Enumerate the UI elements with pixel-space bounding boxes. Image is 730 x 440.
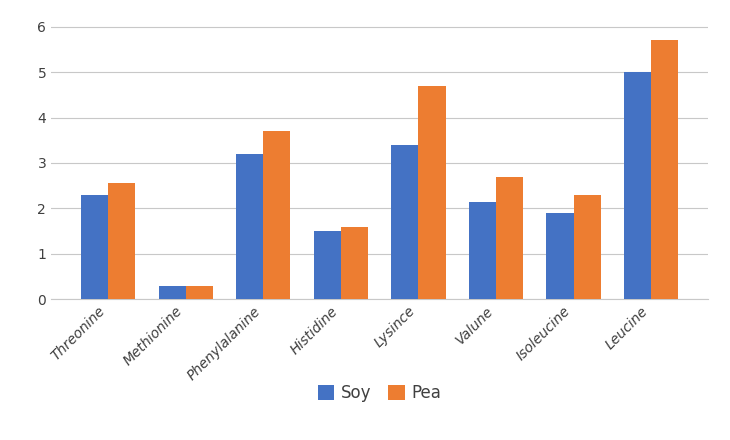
Bar: [108, 183, 135, 299]
Bar: [391, 145, 418, 299]
Bar: [314, 231, 341, 299]
Bar: [469, 202, 496, 299]
Bar: [264, 131, 291, 299]
Bar: [624, 72, 651, 299]
Bar: [574, 195, 601, 299]
Bar: [185, 286, 213, 299]
Bar: [496, 176, 523, 299]
Bar: [546, 213, 574, 299]
Legend: Soy, Pea: Soy, Pea: [311, 378, 448, 409]
Bar: [651, 40, 678, 299]
Bar: [341, 227, 368, 299]
Bar: [158, 286, 185, 299]
Bar: [418, 86, 445, 299]
Bar: [236, 154, 264, 299]
Bar: [81, 195, 108, 299]
